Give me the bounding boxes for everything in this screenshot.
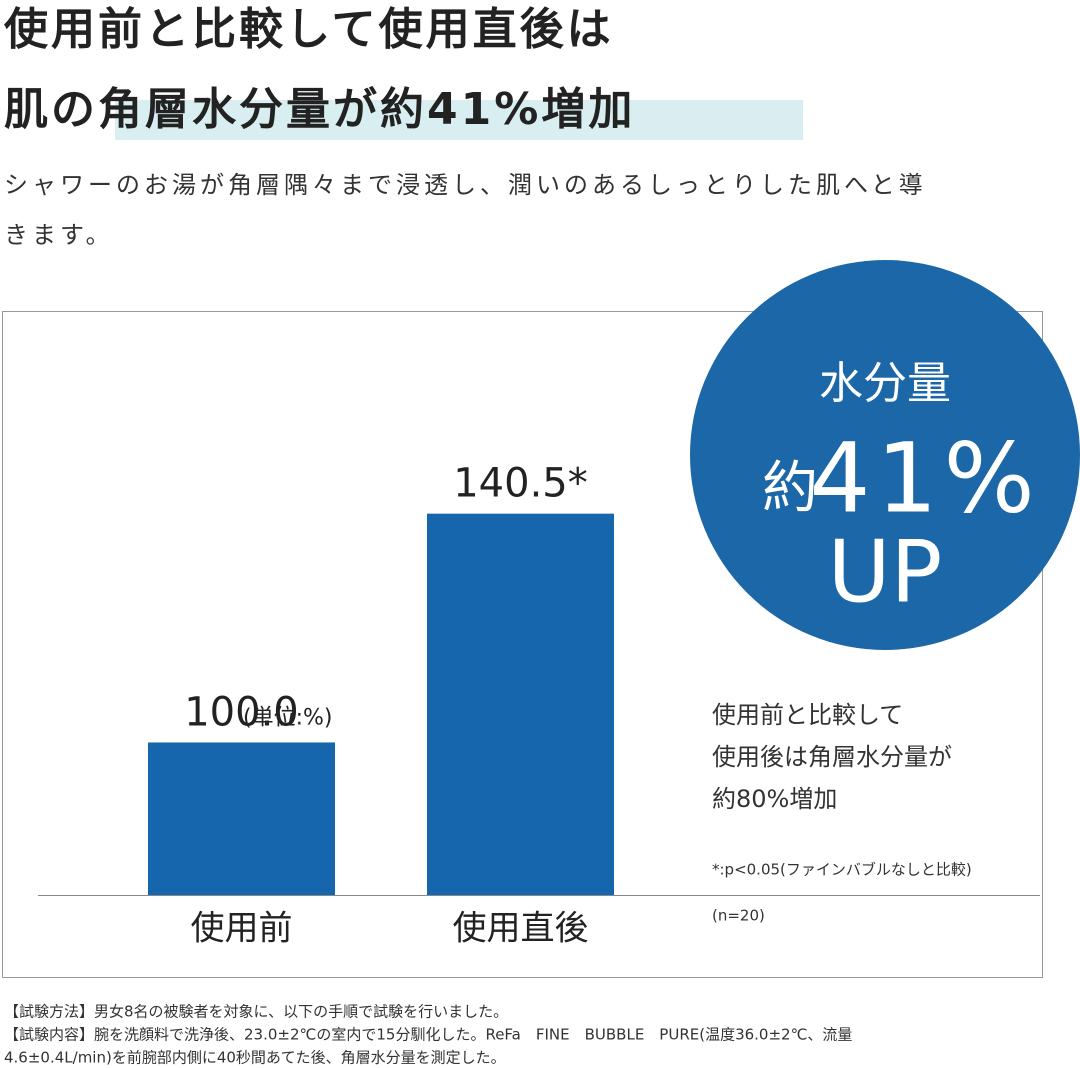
bar [148,742,335,895]
value-label: 100.0 [184,689,299,735]
badge-text: 水分量 [819,358,951,409]
footer: 【試験内容】腕を洗顔料で洗浄後、23.0±2℃の室内で15分馴化した。ReFa … [4,1026,852,1044]
highlight [115,100,803,140]
bar [427,513,614,895]
title: 肌の角層水分量が約41%増加 [4,84,635,135]
badge [690,260,1080,650]
note: 使用後は角層水分量が [712,743,952,771]
footer: 【試験方法】男女8名の被験者を対象に、以下の手順で試験を行いました。 [4,1003,508,1021]
subtitle: シャワーのお湯が角層隅々まで浸透し、潤いのあるしっとりした肌へと導 [4,171,927,199]
sample-size: (n=20) [712,907,765,925]
unit-label: (単位:%) [243,705,332,730]
badge-text: 約 [762,456,818,521]
note: 使用前と比較して [712,701,903,729]
x-tick-label: 使用前 [191,909,293,949]
note: 約80%増加 [712,785,837,813]
badge-number: 41% [809,422,1040,534]
x-tick-label: 使用直後 [453,909,589,949]
footer: 4.6±0.4L/min)を前腕部内側に40秒間あてた後、角層水分量を測定した。 [4,1049,506,1067]
footnote: *:p<0.05(ファインバブルなしと比較) [712,861,972,879]
subtitle: きます。 [4,221,114,249]
title: 使用前と比較して使用直後は [4,4,614,55]
chart-frame [2,311,1043,978]
value-label: 140.5* [453,461,588,507]
badge-text: UP [828,522,943,622]
